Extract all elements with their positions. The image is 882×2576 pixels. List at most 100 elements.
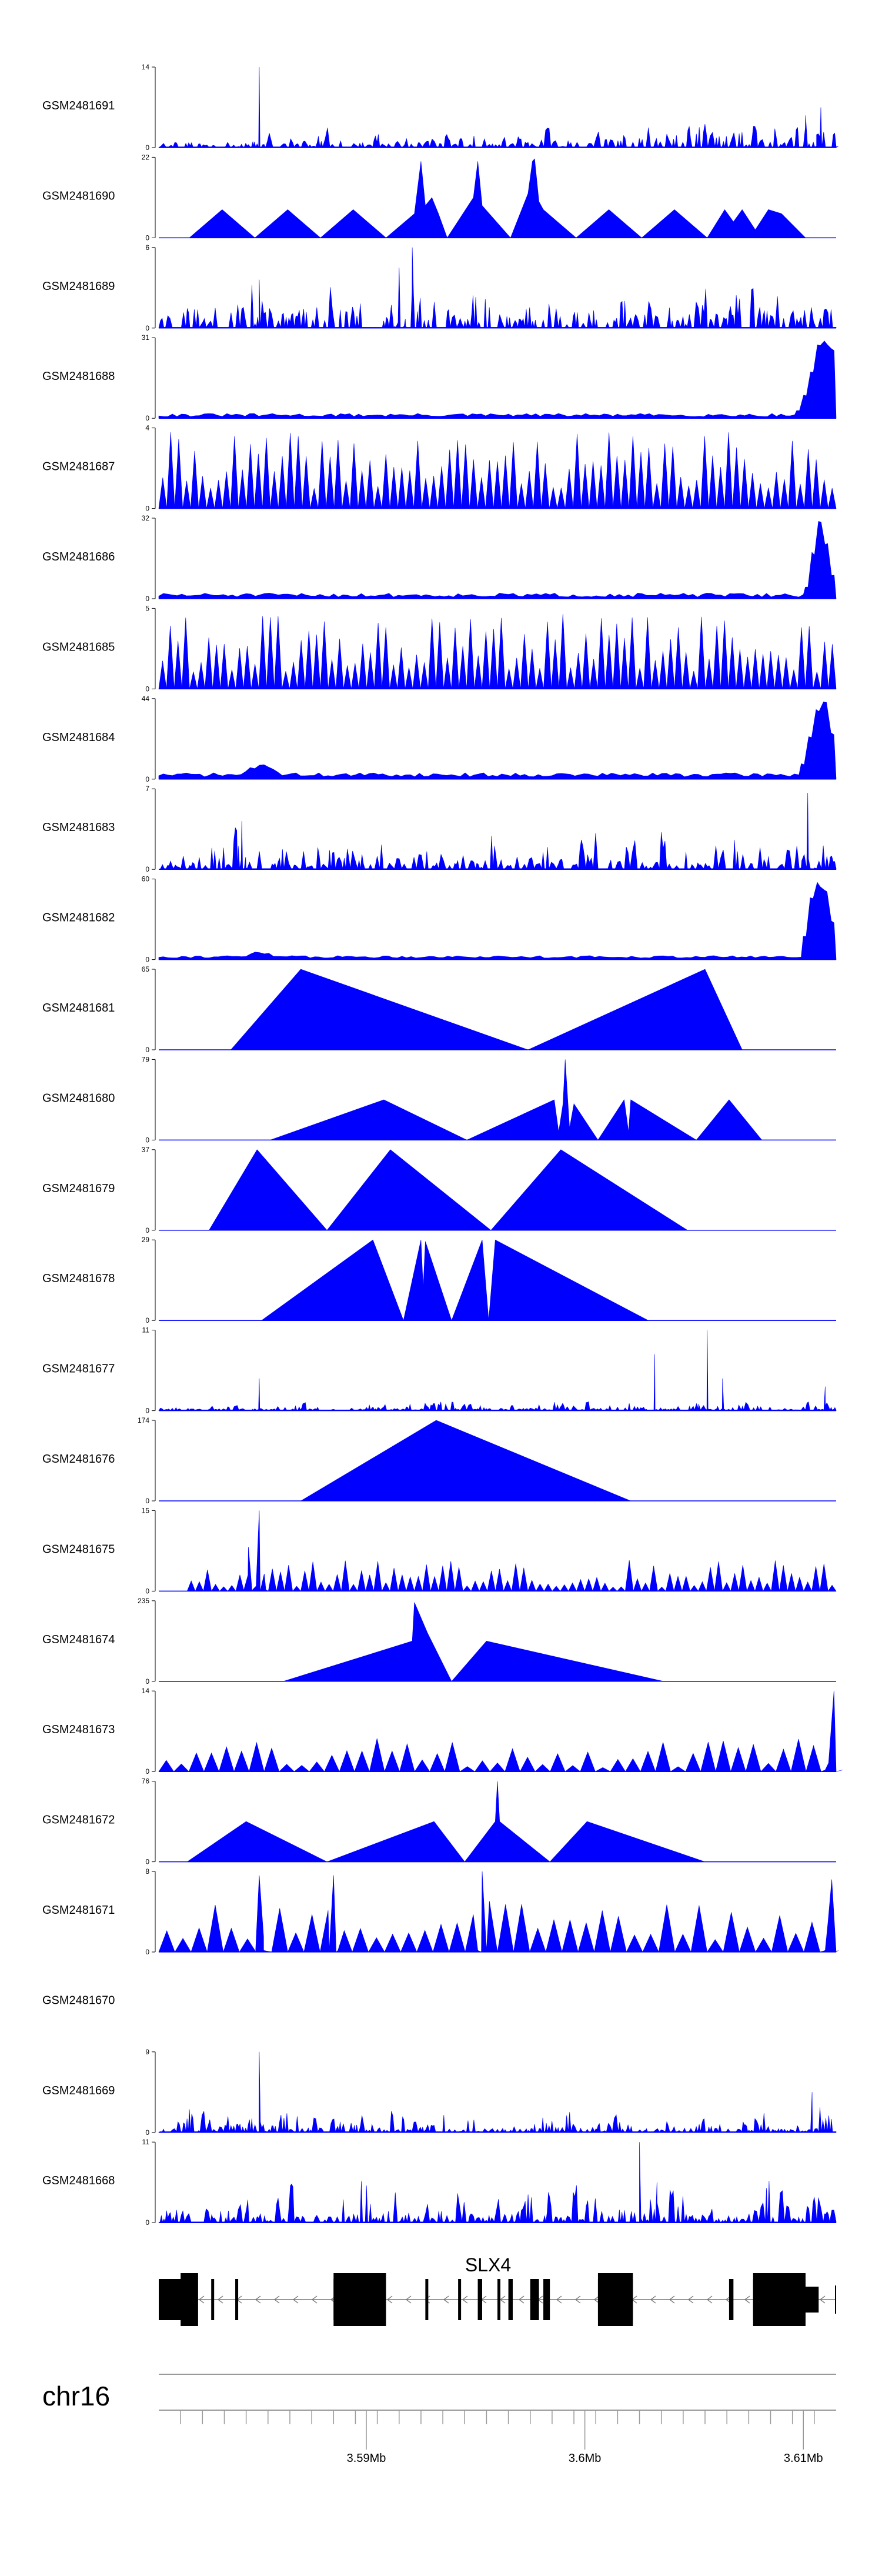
y-axis-max-label: 31 xyxy=(142,333,150,342)
y-axis-min-label: 0 xyxy=(145,685,149,693)
y-axis-min-label: 0 xyxy=(145,505,149,513)
track-GSM2481691: GSM2481691 14 0 xyxy=(42,63,838,152)
strand-arrow-icon xyxy=(217,2295,223,2304)
track-GSM2481681: GSM2481681 65 0 xyxy=(42,965,836,1054)
strand-arrow-icon xyxy=(556,2295,562,2304)
strand-arrow-icon xyxy=(669,2295,675,2304)
track-label: GSM2481682 xyxy=(42,912,115,925)
coverage-area xyxy=(158,1871,838,1953)
utr-block xyxy=(159,2287,188,2313)
strand-arrow-icon xyxy=(744,2295,750,2304)
track-label: GSM2481680 xyxy=(42,1092,115,1105)
track-label: GSM2481688 xyxy=(42,370,115,383)
y-axis-min-label: 0 xyxy=(145,2218,149,2227)
strand-arrow-icon xyxy=(574,2295,581,2304)
coding-exon xyxy=(333,2273,386,2326)
gene-model-slx4: SLX4 xyxy=(159,2254,836,2326)
y-axis-min-label: 0 xyxy=(145,233,149,242)
track-label: GSM2481672 xyxy=(42,1814,115,1827)
coverage-area xyxy=(189,158,806,239)
y-axis-max-label: 174 xyxy=(138,1416,149,1424)
y-axis-min-label: 0 xyxy=(145,1948,149,1956)
y-axis-min-label: 0 xyxy=(145,1136,149,1144)
coverage-area xyxy=(158,2142,837,2223)
coverage-area xyxy=(158,1691,843,1773)
track-GSM2481680: GSM2481680 79 0 xyxy=(42,1055,836,1144)
y-axis-max-label: 14 xyxy=(142,63,150,71)
exon xyxy=(458,2279,462,2320)
y-axis-max-label: 44 xyxy=(142,695,150,703)
track-label: GSM2481673 xyxy=(42,1723,115,1736)
y-axis-max-label: 32 xyxy=(142,514,150,522)
y-axis-min-label: 0 xyxy=(145,324,149,332)
strand-arrow-icon xyxy=(650,2295,656,2304)
track-label: GSM2481676 xyxy=(42,1453,115,1466)
strand-arrow-icon xyxy=(198,2295,205,2304)
axis-tick-label: 3.59Mb xyxy=(347,2452,386,2465)
coverage-area xyxy=(186,1781,706,1863)
track-GSM2481679: GSM2481679 37 0 xyxy=(42,1146,836,1234)
y-axis-min-label: 0 xyxy=(145,1046,149,1054)
track-GSM2481672: GSM2481672 76 0 xyxy=(42,1777,836,1866)
y-axis-min-label: 0 xyxy=(145,1767,149,1776)
track-label: GSM2481689 xyxy=(42,280,115,293)
exon xyxy=(508,2279,513,2320)
track-label: GSM2481678 xyxy=(42,1272,115,1285)
gene-name-label: SLX4 xyxy=(465,2254,511,2275)
coverage-tracks: GSM2481691140GSM2481690220GSM248168960GS… xyxy=(42,63,843,2227)
track-label: GSM2481685 xyxy=(42,640,115,653)
y-axis-max-label: 76 xyxy=(142,1777,150,1786)
coverage-area xyxy=(260,1239,649,1322)
track-GSM2481675: GSM2481675 15 0 xyxy=(42,1506,837,1595)
axis-tick-label: 3.61Mb xyxy=(784,2452,823,2465)
track-GSM2481678: GSM2481678 29 0 xyxy=(42,1236,836,1324)
y-axis-max-label: 15 xyxy=(142,1506,150,1514)
y-axis-min-label: 0 xyxy=(145,865,149,873)
y-axis-max-label: 235 xyxy=(138,1597,149,1605)
track-GSM2481673: GSM2481673 14 0 xyxy=(42,1687,843,1776)
coverage-area xyxy=(283,1602,664,1682)
y-axis-max-label: 11 xyxy=(142,1326,150,1334)
track-GSM2481687: GSM2481687 4 0 xyxy=(42,424,837,513)
strand-arrow-icon xyxy=(593,2295,600,2304)
track-GSM2481669: GSM2481669 9 0 xyxy=(42,2048,837,2137)
y-axis-min-label: 0 xyxy=(145,2128,149,2137)
axis-tick-label: 3.6Mb xyxy=(569,2452,602,2465)
y-axis-min-label: 0 xyxy=(145,595,149,603)
track-label: GSM2481670 xyxy=(42,1994,115,2007)
strand-arrow-icon xyxy=(311,2295,318,2304)
exon xyxy=(425,2279,429,2320)
strand-arrow-icon xyxy=(292,2295,299,2304)
coverage-area xyxy=(158,247,837,329)
coverage-area xyxy=(158,792,837,870)
y-axis-max-label: 9 xyxy=(145,2048,149,2056)
coverage-area xyxy=(158,613,837,689)
track-label: GSM2481677 xyxy=(42,1363,115,1376)
y-axis-max-label: 29 xyxy=(142,1236,150,1244)
y-axis-max-label: 79 xyxy=(142,1055,150,1063)
exon xyxy=(235,2279,239,2320)
coverage-area xyxy=(270,1059,763,1140)
strand-arrow-icon xyxy=(255,2295,261,2304)
exon xyxy=(543,2279,550,2320)
track-GSM2481677: GSM2481677 11 0 xyxy=(42,1326,837,1415)
y-axis-min-label: 0 xyxy=(145,1497,149,1505)
coding-exon xyxy=(753,2273,806,2326)
exon xyxy=(530,2279,539,2320)
y-axis-min-label: 0 xyxy=(145,956,149,964)
track-GSM2481668: GSM2481668 11 0 xyxy=(42,2138,837,2227)
exon xyxy=(497,2279,500,2320)
y-axis-max-label: 65 xyxy=(142,965,150,973)
strand-arrow-icon xyxy=(706,2295,713,2304)
y-axis-min-label: 0 xyxy=(145,414,149,422)
y-axis-min-label: 0 xyxy=(145,775,149,783)
y-axis-max-label: 22 xyxy=(142,153,150,161)
y-axis-max-label: 6 xyxy=(145,243,149,252)
coding-exon xyxy=(597,2273,633,2326)
coverage-area xyxy=(158,432,837,509)
track-GSM2481685: GSM2481685 5 0 xyxy=(42,604,837,693)
track-GSM2481690: GSM2481690 22 0 xyxy=(42,153,836,242)
track-GSM2481689: GSM2481689 6 0 xyxy=(42,243,837,332)
track-label: GSM2481691 xyxy=(42,99,115,112)
